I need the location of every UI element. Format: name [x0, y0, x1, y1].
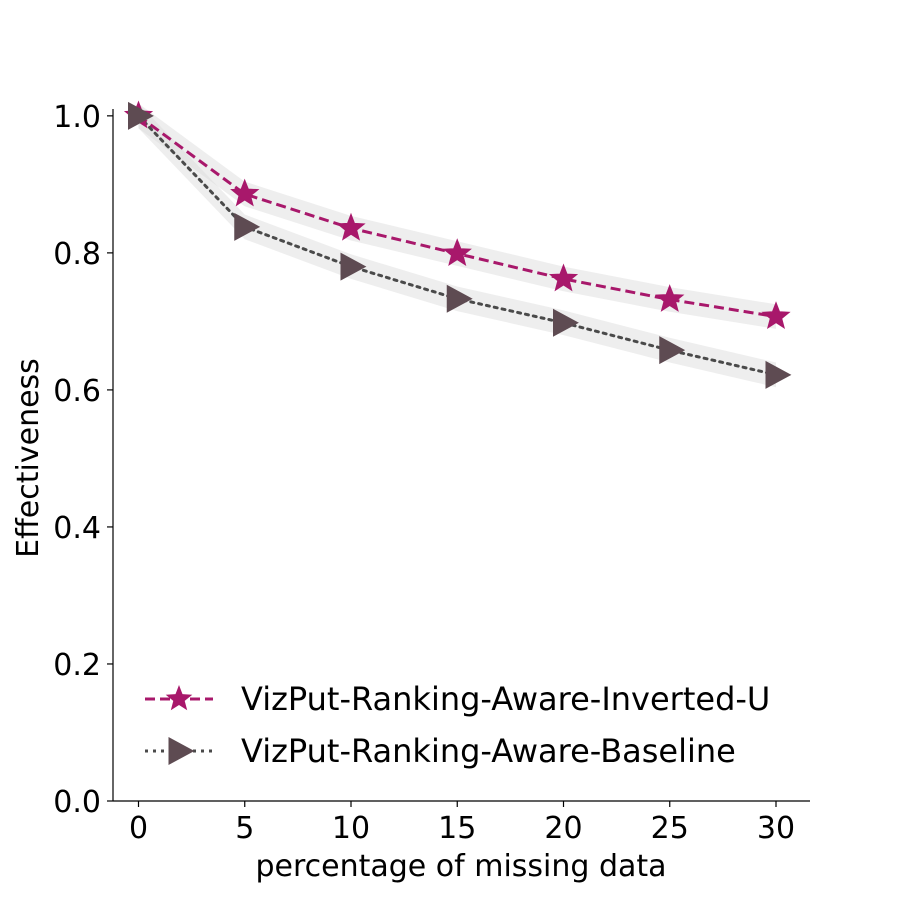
band-series-0 [138, 103, 776, 329]
point-series-0-4 [548, 263, 579, 292]
legend-label-inverted-u: VizPut-Ranking-Aware-Inverted-U [241, 680, 770, 718]
series-markers [123, 100, 792, 389]
x-axis-title: percentage of missing data [255, 849, 666, 884]
y-tick-label-2: 0.4 [53, 511, 101, 546]
x-tick-label-0: 0 [129, 811, 148, 846]
y-tick-label-5: 1.0 [53, 100, 101, 135]
point-series-1-2 [340, 252, 367, 281]
legend: VizPut-Ranking-Aware-Inverted-U VizPut-R… [145, 680, 770, 770]
y-tick-label-3: 0.6 [53, 374, 101, 409]
y-tick-label-4: 0.8 [53, 237, 101, 272]
point-series-1-0 [128, 101, 154, 130]
point-series-0-1 [230, 178, 260, 207]
y-tick-label-0: 0.0 [53, 785, 101, 820]
x-tick-label-5: 25 [651, 811, 689, 846]
point-series-0-2 [336, 212, 366, 241]
x-tick-label-6: 30 [757, 811, 795, 846]
y-axis-title: Effectiveness [11, 358, 46, 558]
legend-triangle-icon [168, 737, 195, 765]
point-series-1-4 [553, 308, 579, 337]
legend-triangle-marker [168, 737, 195, 765]
point-series-1-6 [765, 360, 792, 389]
y-tick-label-1: 0.2 [53, 648, 101, 683]
point-series-1-3 [446, 284, 473, 313]
point-series-0-6 [761, 301, 791, 330]
legend-star-marker [165, 685, 193, 711]
point-series-0-5 [655, 284, 685, 312]
point-series-0-3 [442, 238, 472, 267]
legend-entry-baseline: VizPut-Ranking-Aware-Baseline [145, 732, 736, 770]
x-tick-label-1: 5 [235, 811, 254, 846]
point-series-1-1 [234, 212, 261, 241]
point-series-1-5 [659, 336, 686, 365]
legend-label-baseline: VizPut-Ranking-Aware-Baseline [241, 732, 736, 770]
legend-star-icon [165, 685, 193, 711]
x-tick-label-4: 20 [544, 811, 582, 846]
legend-entry-inverted-u: VizPut-Ranking-Aware-Inverted-U [145, 680, 770, 718]
x-tick-label-2: 10 [332, 811, 370, 846]
x-tick-label-3: 15 [438, 811, 476, 846]
axes: 0 5 10 15 20 25 30 0.0 0.2 0.4 0.6 0.8 1.0 [53, 100, 810, 846]
